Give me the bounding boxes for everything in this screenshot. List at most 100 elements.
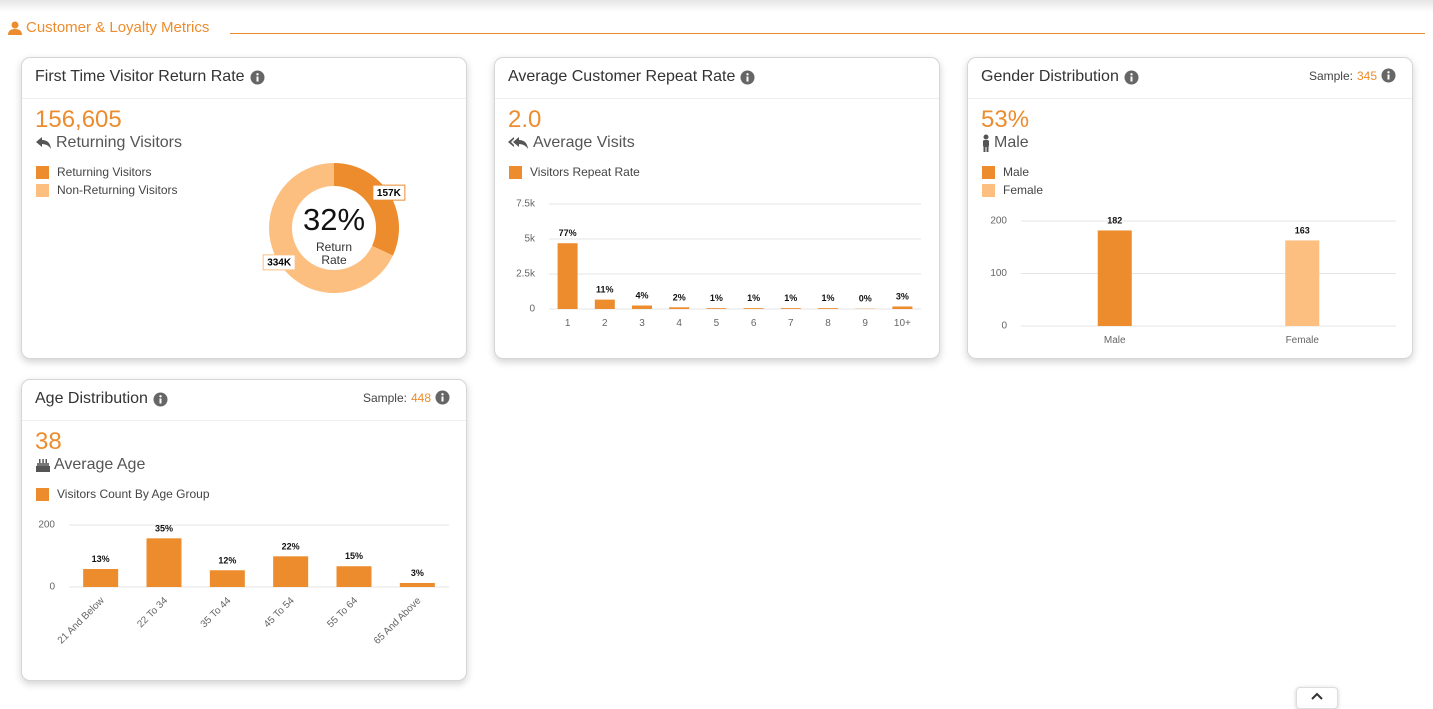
bar	[1285, 240, 1319, 326]
card-title-text: Age Distribution	[35, 390, 148, 408]
legend-label: Visitors Count By Age Group	[57, 487, 210, 501]
data-label: 1%	[747, 293, 760, 303]
metric-label-text: Male	[994, 134, 1029, 152]
data-label: 1%	[784, 293, 797, 303]
bar	[273, 556, 308, 587]
x-tick-label: 3	[639, 318, 645, 329]
y-tick-label: 200	[38, 520, 55, 531]
data-label: 77%	[559, 228, 577, 238]
data-label: 15%	[345, 551, 363, 561]
data-label: 35%	[155, 523, 173, 533]
sample-text: Sample:	[363, 391, 407, 405]
card-header: Gender Distribution Sample:345	[968, 58, 1412, 99]
metric-label: Average Visits	[508, 134, 635, 152]
info-icon[interactable]	[1124, 70, 1139, 85]
x-tick-label: 55 To 64	[325, 595, 360, 630]
legend-swatch	[982, 166, 995, 179]
y-tick-label: 5k	[524, 234, 536, 245]
x-tick-label: 6	[751, 318, 757, 329]
metric-value-text: 38	[35, 428, 62, 455]
bar	[558, 243, 578, 309]
x-tick-label: 1	[565, 318, 571, 329]
bar	[781, 308, 801, 309]
bar	[632, 306, 652, 310]
metric-value: 53%	[981, 106, 1029, 134]
data-label: 4%	[635, 291, 648, 301]
y-tick-label: 2.5k	[516, 269, 536, 280]
data-label: 12%	[218, 555, 236, 565]
bar	[669, 307, 689, 309]
info-icon[interactable]	[250, 70, 265, 85]
data-label: 182	[1107, 215, 1122, 225]
data-label: 1%	[710, 293, 723, 303]
metric-value-text: 53%	[981, 106, 1029, 133]
info-icon[interactable]	[1381, 68, 1396, 83]
bar	[210, 570, 245, 587]
bar	[744, 308, 764, 309]
metric-value-text: 156,605	[35, 106, 122, 133]
section-rule	[230, 33, 1425, 34]
data-label: 0%	[859, 294, 872, 304]
card-title-text: Average Customer Repeat Rate	[508, 68, 735, 86]
x-tick-label: 9	[862, 318, 868, 329]
chart: Visitors Count By Age Group 0 200 13% 21 And…	[22, 380, 466, 680]
section-title: Customer & Loyalty Metrics	[26, 19, 209, 36]
info-icon[interactable]	[740, 70, 755, 85]
legend-label: Female	[1003, 183, 1043, 197]
metric-label: Male	[981, 134, 1029, 152]
center-value: 32%	[303, 202, 365, 237]
top-shadow	[0, 0, 1433, 12]
card-title: Age Distribution	[35, 390, 168, 408]
legend-swatch	[509, 166, 522, 179]
x-tick-label: 10+	[894, 318, 911, 329]
x-tick-label: Female	[1286, 335, 1320, 346]
bar	[706, 308, 726, 309]
legend-swatch	[36, 166, 49, 179]
card-header: First Time Visitor Return Rate	[22, 58, 466, 99]
male-icon	[981, 134, 991, 152]
reply-icon	[35, 136, 53, 150]
x-tick-label: 21 And Below	[56, 595, 108, 647]
legend-label: Visitors Repeat Rate	[530, 165, 640, 179]
x-tick-label: 5	[714, 318, 720, 329]
metric-value: 38	[35, 428, 62, 456]
reply-all-icon	[508, 136, 530, 150]
bar	[147, 538, 182, 587]
y-tick-label: 200	[990, 216, 1007, 227]
legend-swatch	[36, 184, 49, 197]
data-label: 3%	[896, 291, 909, 301]
data-label: 11%	[596, 285, 614, 295]
card-title-text: Gender Distribution	[981, 68, 1119, 86]
x-tick-label: 4	[676, 318, 682, 329]
metric-label-text: Returning Visitors	[56, 134, 182, 152]
y-tick-label: 7.5k	[516, 199, 536, 210]
bar	[1098, 230, 1132, 326]
metric-label: Returning Visitors	[35, 134, 182, 152]
legend-label: Returning Visitors	[57, 165, 152, 179]
data-label: 13%	[92, 554, 110, 564]
chart: Visitors Repeat Rate02.5k5k7.5k77%111%24…	[495, 58, 939, 358]
info-icon[interactable]	[153, 392, 168, 407]
scroll-top-button[interactable]	[1296, 687, 1338, 709]
cake-icon	[35, 457, 51, 473]
card-title-text: First Time Visitor Return Rate	[35, 68, 245, 86]
metric-value: 156,605	[35, 106, 122, 134]
x-tick-label: Male	[1104, 335, 1126, 346]
card-title: Average Customer Repeat Rate	[508, 68, 755, 86]
x-tick-label: 7	[788, 318, 794, 329]
card: Visitors Count By Age Group 0 200 13% 21 And…	[21, 379, 467, 681]
y-tick-label: 0	[49, 582, 55, 593]
info-icon[interactable]	[435, 390, 450, 405]
data-label: 163	[1295, 225, 1310, 235]
metric-value: 2.0	[508, 106, 541, 134]
bar	[83, 569, 118, 587]
center-label: Rate	[321, 253, 347, 267]
metric-label-text: Average Visits	[533, 134, 635, 152]
bar	[337, 566, 372, 587]
sample: Sample:345	[1309, 68, 1396, 83]
x-tick-label: 2	[602, 318, 608, 329]
card-title: Gender Distribution	[981, 68, 1139, 86]
sample: Sample:448	[363, 390, 450, 405]
card-header: Age Distribution Sample:448	[22, 380, 466, 421]
